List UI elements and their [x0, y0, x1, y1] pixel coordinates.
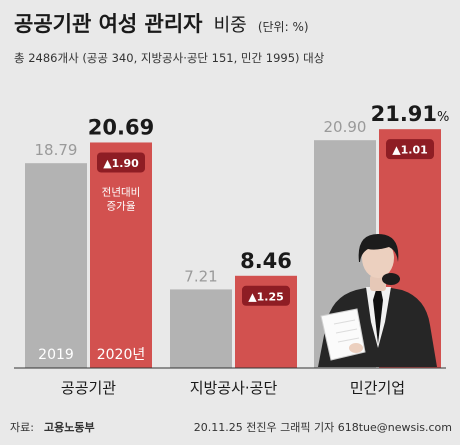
- bar-2019-0: [25, 163, 87, 368]
- category-label-0: 공공기관: [61, 379, 116, 397]
- value-2020-2: 21.91: [371, 102, 437, 126]
- change-label-2: ▲1.01: [392, 144, 428, 157]
- title-main: 공공기관 여성 관리자: [14, 12, 203, 36]
- value-label-2019-0: 18.79: [35, 141, 78, 159]
- legend-2019: 2019: [38, 347, 74, 363]
- bar-2020-0: [90, 142, 152, 368]
- credit: 20.11.25 전진우 그래픽 기자 618tue@newsis.com: [194, 421, 452, 434]
- bar-2019-1: [170, 289, 232, 368]
- businesswoman-illustration: [318, 234, 437, 367]
- change-badge-0: [97, 152, 145, 173]
- value-2020-1: 8.46: [240, 249, 292, 273]
- change-label-1: ▲1.25: [248, 290, 284, 303]
- value-2020-0: 20.69: [88, 115, 154, 139]
- chart-subtitle: 총 2486개사 (공공 340, 지방공사·공단 151, 민간 1995) …: [14, 51, 325, 65]
- unit-label: (단위: %): [258, 20, 309, 34]
- category-label-1: 지방공사·공단: [190, 379, 278, 397]
- change-badge-1: [242, 285, 290, 306]
- value-label-2020-0: 20.69: [88, 115, 154, 139]
- value-label-2020-1: 8.46: [240, 249, 292, 273]
- percent-sign: %: [437, 110, 449, 125]
- value-label-2019-1: 7.21: [184, 267, 217, 285]
- category-label-2: 민간기업: [350, 379, 405, 397]
- change-label-0: ▲1.90: [103, 157, 139, 170]
- change-note-line-1: 전년대비: [102, 186, 141, 198]
- change-note-line-2: 증가율: [107, 200, 136, 212]
- chart-title: 공공기관 여성 관리자 비중 (단위: %): [14, 12, 309, 36]
- category-labels: 공공기관 지방공사·공단 민간기업: [61, 379, 405, 397]
- legend-2020: 2020년: [97, 347, 146, 363]
- source-label: 자료:: [10, 421, 34, 434]
- value-label-2019-2: 20.90: [324, 118, 367, 136]
- title-suffix: 비중: [214, 15, 247, 36]
- change-badge-2: [386, 139, 434, 160]
- source-line: 자료: 고용노동부: [10, 416, 95, 435]
- source-name: 고용노동부: [44, 421, 95, 434]
- value-label-2020-2: 21.91%: [371, 102, 450, 126]
